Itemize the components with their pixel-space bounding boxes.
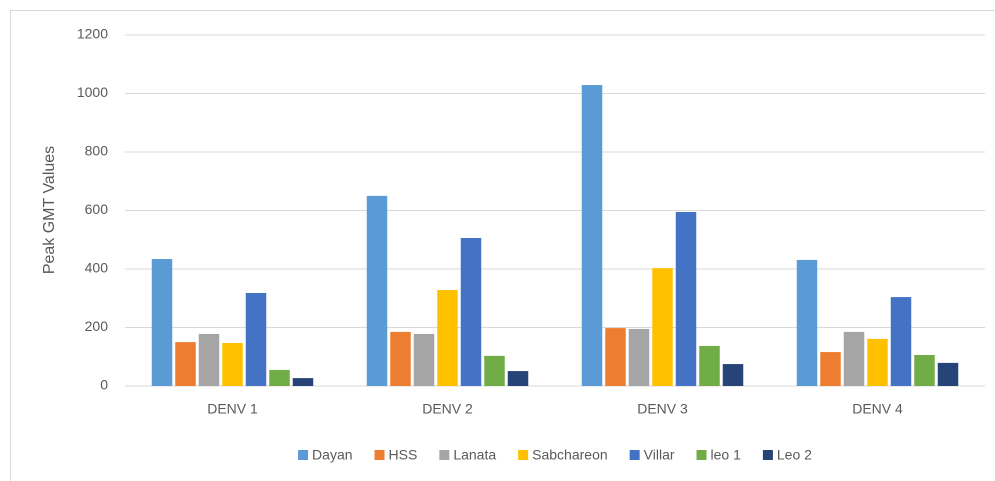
bar xyxy=(437,290,458,386)
bar xyxy=(722,364,744,386)
bar xyxy=(581,85,603,386)
y-tick-label: 200 xyxy=(85,318,109,334)
bar xyxy=(628,328,650,386)
bar xyxy=(699,345,720,386)
bar xyxy=(484,355,505,386)
bar xyxy=(269,369,290,386)
bar xyxy=(151,259,173,386)
bar xyxy=(413,333,435,386)
y-axis-label: Peak GMT Values xyxy=(41,146,58,274)
y-tick-label: 400 xyxy=(85,260,109,276)
legend-label: HSS xyxy=(389,447,418,463)
bar xyxy=(820,352,841,386)
y-tick-label: 1000 xyxy=(77,84,108,100)
bar xyxy=(914,354,935,386)
legend-swatch xyxy=(518,450,529,460)
bar xyxy=(222,343,243,386)
legend-swatch xyxy=(298,450,309,460)
legend-swatch xyxy=(439,450,450,460)
bar xyxy=(796,259,818,386)
bar xyxy=(245,292,267,386)
x-tick-label: DENV 3 xyxy=(637,401,688,417)
x-tick-label: DENV 2 xyxy=(422,401,473,417)
bar xyxy=(843,331,865,386)
bar xyxy=(198,333,220,386)
legend-label: Lanata xyxy=(453,447,496,463)
legend-label: Villar xyxy=(644,447,675,463)
y-tick-label: 1200 xyxy=(77,26,108,42)
bar xyxy=(460,237,482,386)
x-tick-label: DENV 1 xyxy=(207,401,258,417)
bar xyxy=(652,268,673,386)
legend-swatch xyxy=(629,450,640,460)
y-tick-label: 600 xyxy=(85,201,109,217)
legend-label: leo 1 xyxy=(711,447,742,463)
legend-swatch xyxy=(696,450,707,460)
bar xyxy=(390,331,411,386)
legend-label: Dayan xyxy=(312,447,352,463)
chart-frame xyxy=(10,10,995,481)
legend-label: Leo 2 xyxy=(777,447,812,463)
legend-label: Sabchareon xyxy=(532,447,608,463)
x-tick-label: DENV 4 xyxy=(852,401,903,417)
legend-swatch xyxy=(762,450,773,460)
y-tick-label: 800 xyxy=(85,143,109,159)
bar xyxy=(890,297,912,386)
bar xyxy=(605,328,626,386)
bar xyxy=(937,362,959,386)
bar xyxy=(507,371,529,386)
bar xyxy=(867,338,888,386)
bar xyxy=(675,211,697,386)
bar xyxy=(366,195,388,386)
y-tick-label: 0 xyxy=(100,377,108,393)
legend-swatch xyxy=(374,450,385,460)
bar xyxy=(175,342,196,386)
bar xyxy=(292,378,314,386)
